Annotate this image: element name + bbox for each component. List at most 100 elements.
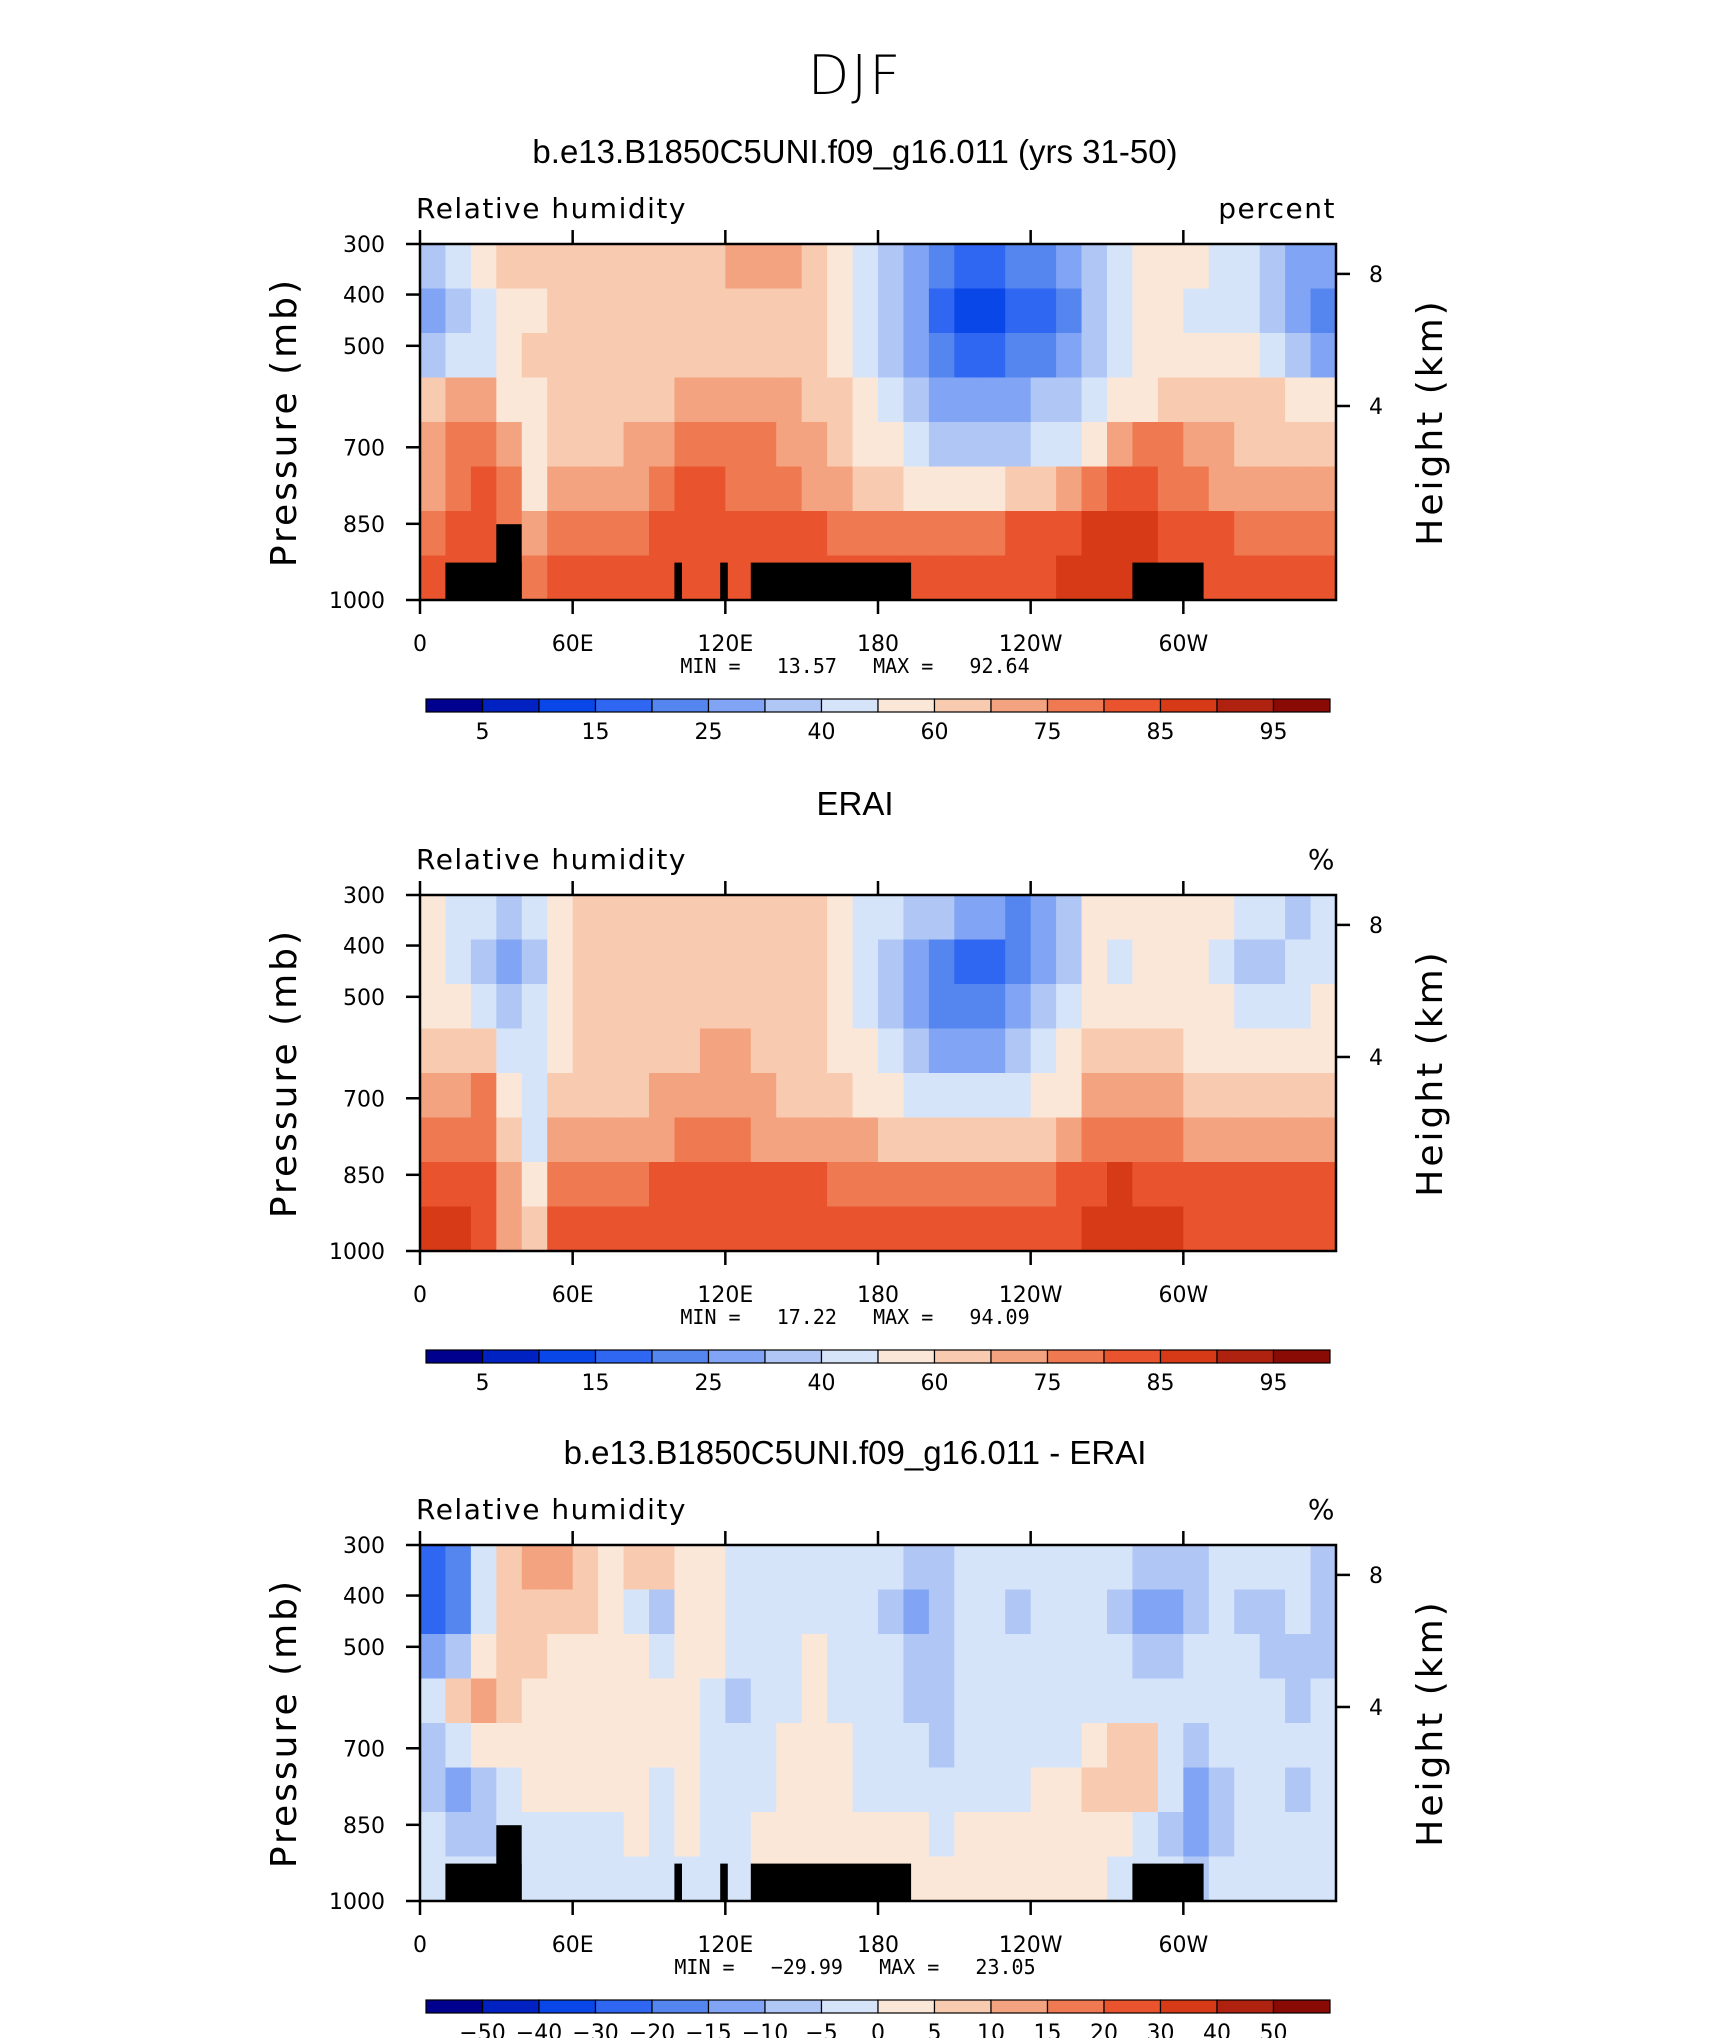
contour-cell xyxy=(725,422,752,468)
contour-cell xyxy=(1208,422,1236,468)
contour-cell xyxy=(445,511,472,557)
contour-cell xyxy=(903,984,930,1030)
contour-cell xyxy=(1157,984,1185,1030)
right-string: percent xyxy=(1218,192,1336,225)
contour-cell xyxy=(1081,1589,1108,1635)
contour-cell xyxy=(1005,1812,1032,1858)
contour-cell xyxy=(699,1545,727,1591)
contour-cell xyxy=(521,984,549,1030)
contour-cell xyxy=(979,1589,1007,1635)
contour-cell xyxy=(470,895,498,941)
contour-cell xyxy=(496,1545,523,1591)
contour-cell xyxy=(420,377,447,423)
contour-cell xyxy=(776,1206,803,1252)
contour-cell xyxy=(954,1589,981,1635)
contour-cell xyxy=(1056,1028,1083,1074)
contour-cell xyxy=(1259,1545,1286,1591)
contour-cell xyxy=(954,1117,981,1163)
panel-3-stats: MIN = −29.99 MAX = 23.05 xyxy=(0,1955,1710,1979)
contour-cell xyxy=(1234,511,1261,557)
contour-cell xyxy=(750,1678,778,1724)
y-tick-label: 1000 xyxy=(329,1890,385,1915)
contour-cell xyxy=(1183,1589,1210,1635)
contour-cell xyxy=(1234,244,1261,290)
contour-cell xyxy=(572,1028,599,1074)
contour-cell xyxy=(1157,466,1185,512)
contour-cell xyxy=(954,1812,981,1858)
contour-cell xyxy=(903,1634,930,1680)
colorbar-swatch xyxy=(1272,698,1331,713)
contour-cell xyxy=(776,1634,803,1680)
contour-cell xyxy=(776,244,803,290)
contour-cell xyxy=(674,1812,701,1858)
contour-cell xyxy=(1259,1162,1286,1208)
contour-cell xyxy=(445,1634,472,1680)
contour-cell xyxy=(878,939,905,985)
contour-cell xyxy=(750,984,778,1030)
contour-cell xyxy=(801,1206,828,1252)
contour-cell xyxy=(979,984,1007,1030)
contour-cell xyxy=(572,1723,599,1769)
y-tick-label: 500 xyxy=(343,986,385,1011)
contour-cell xyxy=(801,1589,828,1635)
contour-cell xyxy=(928,1723,956,1769)
contour-cell xyxy=(1310,1589,1337,1635)
contour-cell xyxy=(903,1206,930,1252)
contour-cell xyxy=(420,1589,447,1635)
contour-cell xyxy=(1234,1117,1261,1163)
contour-cell xyxy=(1234,466,1261,512)
x-tick-label: 60W xyxy=(1158,632,1208,657)
contour-cell xyxy=(1107,555,1134,601)
colorbar-swatch xyxy=(651,1349,710,1364)
contour-cell xyxy=(470,984,498,1030)
colorbar-swatch xyxy=(1103,698,1162,713)
contour-cell xyxy=(1208,1723,1236,1769)
contour-cell xyxy=(954,244,981,290)
contour-cell xyxy=(1056,1117,1083,1163)
contour-cell xyxy=(928,288,956,334)
contour-cell xyxy=(750,1028,778,1074)
colorbar-swatch xyxy=(1272,1349,1331,1364)
contour-cell xyxy=(674,1545,701,1591)
contour-cell xyxy=(623,1856,650,1902)
contour-cell xyxy=(1107,1856,1134,1902)
contour-cell xyxy=(1005,422,1032,468)
contour-cell xyxy=(445,1678,472,1724)
contour-cell xyxy=(1259,466,1286,512)
contour-cell xyxy=(598,555,625,601)
contour-cell xyxy=(547,1856,574,1902)
contour-cell xyxy=(547,1117,574,1163)
contour-cell xyxy=(521,555,549,601)
contour-cell xyxy=(1056,1812,1083,1858)
contour-cell xyxy=(547,244,574,290)
contour-cell xyxy=(1183,511,1210,557)
contour-cell xyxy=(1183,422,1210,468)
contour-cell xyxy=(776,1589,803,1635)
contour-cell xyxy=(1132,1117,1159,1163)
panel-2-colorbar: 5 15 25 40 60 75 85 95 xyxy=(425,1349,1331,1396)
contour-cell xyxy=(827,1767,854,1813)
contour-cell xyxy=(928,895,956,941)
contour-cell xyxy=(470,1589,498,1635)
panel-3-max-label: MAX = xyxy=(879,1955,940,1979)
contour-cell xyxy=(1081,466,1108,512)
contour-cell xyxy=(1208,511,1236,557)
contour-cell xyxy=(649,422,676,468)
contour-cell xyxy=(1285,984,1312,1030)
contour-cell xyxy=(496,333,523,379)
contour-cell xyxy=(547,1812,574,1858)
contour-cell xyxy=(903,1678,930,1724)
contour-cell xyxy=(954,422,981,468)
contour-cell xyxy=(852,1545,879,1591)
contour-cell xyxy=(1081,939,1108,985)
contour-cell xyxy=(1005,288,1032,334)
contour-cell xyxy=(1234,1678,1261,1724)
terrain-mask xyxy=(1132,562,1204,600)
y-tick-label: 850 xyxy=(343,513,385,538)
contour-cell xyxy=(1081,1812,1108,1858)
contour-cell xyxy=(725,939,752,985)
x-tick-label: 60E xyxy=(552,1283,594,1308)
contour-cell xyxy=(1132,333,1159,379)
contour-cell xyxy=(1132,1723,1159,1769)
contour-cell xyxy=(470,1634,498,1680)
